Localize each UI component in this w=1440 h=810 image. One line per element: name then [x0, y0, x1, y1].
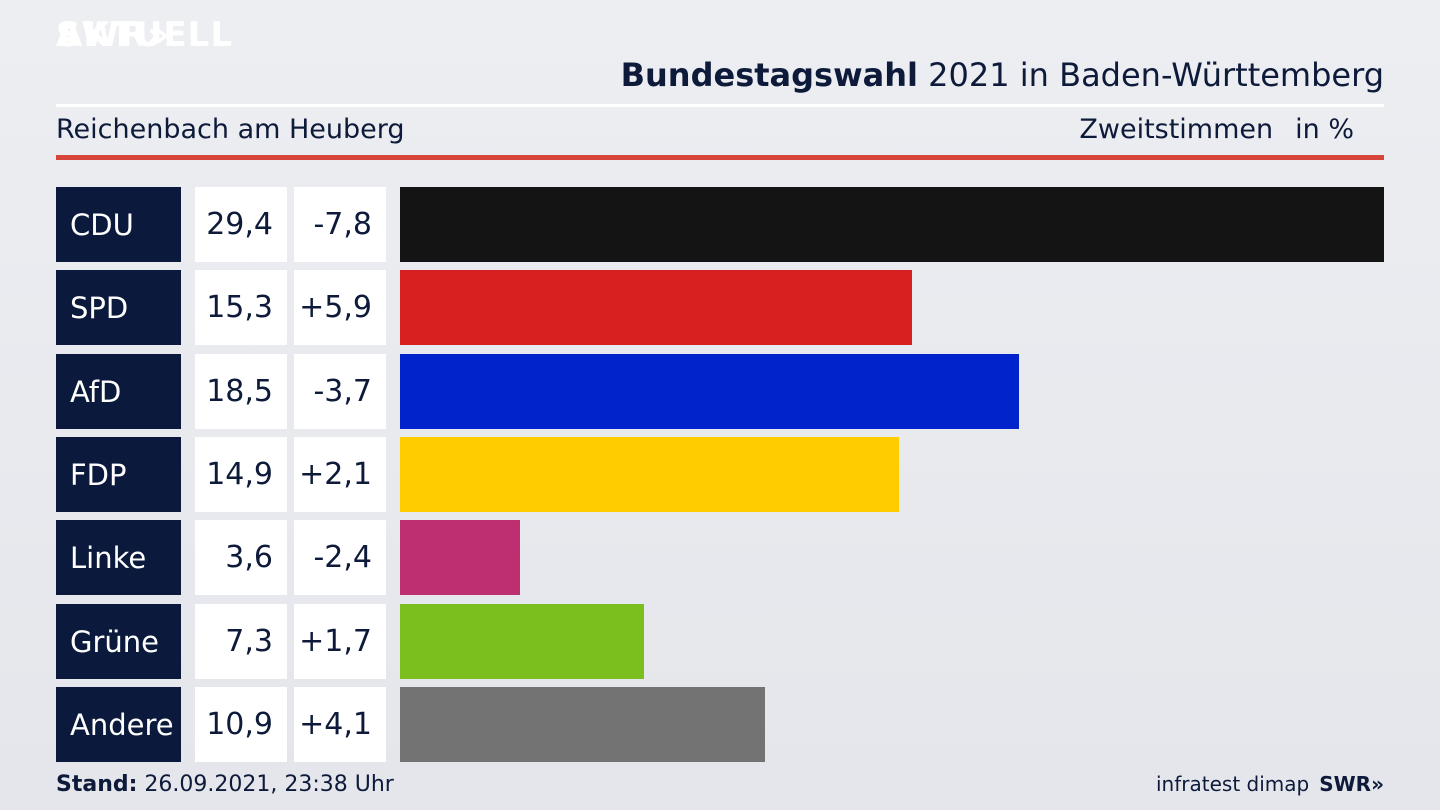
bar	[400, 437, 899, 512]
chart-row-andere: Andere 10,9 +4,1	[56, 687, 1384, 762]
stand-value: 26.09.2021, 23:38 Uhr	[137, 772, 394, 797]
change-label: +5,9	[294, 270, 386, 345]
value-label: 10,9	[195, 687, 287, 762]
chart-row-spd: SPD 15,3 +5,9	[56, 270, 1384, 345]
header-divider	[56, 104, 1384, 107]
change-label: +2,1	[294, 437, 386, 512]
party-label: FDP	[56, 437, 181, 512]
party-label: Grüne	[56, 604, 181, 679]
source-credit: infratest dimap SWR»	[1156, 772, 1384, 796]
value-label: 29,4	[195, 187, 287, 262]
bar	[400, 687, 765, 762]
logo-swr: SWR	[56, 15, 148, 55]
change-label: -3,7	[294, 354, 386, 429]
value-label: 14,9	[195, 437, 287, 512]
title-bold: Bundestagswahl	[620, 56, 918, 94]
party-label: Andere	[56, 687, 181, 762]
chart-row-grüne: Grüne 7,3 +1,7	[56, 604, 1384, 679]
swr-footer-logo: SWR»	[1319, 772, 1384, 796]
value-label: 3,6	[195, 520, 287, 595]
logo-aktuell: AKTUELL	[56, 15, 234, 55]
timestamp: Stand: 26.09.2021, 23:38 Uhr	[56, 772, 394, 797]
accent-divider	[56, 155, 1384, 160]
party-label: AfD	[56, 354, 181, 429]
bar	[400, 187, 1384, 262]
chart-row-afd: AfD 18,5 -3,7	[56, 354, 1384, 429]
change-label: -2,4	[294, 520, 386, 595]
party-label: CDU	[56, 187, 181, 262]
value-label: 7,3	[195, 604, 287, 679]
bar	[400, 604, 644, 679]
unit-label: in %	[1295, 114, 1354, 145]
chart-row-cdu: CDU 29,4 -7,8	[56, 187, 1384, 262]
chart-row-fdp: FDP 14,9 +2,1	[56, 437, 1384, 512]
source-name: infratest dimap	[1156, 772, 1310, 796]
value-label: 18,5	[195, 354, 287, 429]
metric-label: Zweitstimmen	[1079, 114, 1274, 145]
bar	[400, 270, 912, 345]
chart-title: Bundestagswahl 2021 in Baden-Württemberg	[621, 56, 1384, 94]
metric-labels: Zweitstimmen in %	[1079, 114, 1354, 145]
region-subtitle: Reichenbach am Heuberg	[56, 114, 405, 145]
chart-row-linke: Linke 3,6 -2,4	[56, 520, 1384, 595]
party-label: Linke	[56, 520, 181, 595]
bar	[400, 520, 520, 595]
change-label: +1,7	[294, 604, 386, 679]
change-label: +4,1	[294, 687, 386, 762]
value-label: 15,3	[195, 270, 287, 345]
title-rest: 2021 in Baden-Württemberg	[917, 56, 1384, 94]
stand-label: Stand:	[56, 772, 138, 797]
change-label: -7,8	[294, 187, 386, 262]
party-label: SPD	[56, 270, 181, 345]
bar	[400, 354, 1019, 429]
